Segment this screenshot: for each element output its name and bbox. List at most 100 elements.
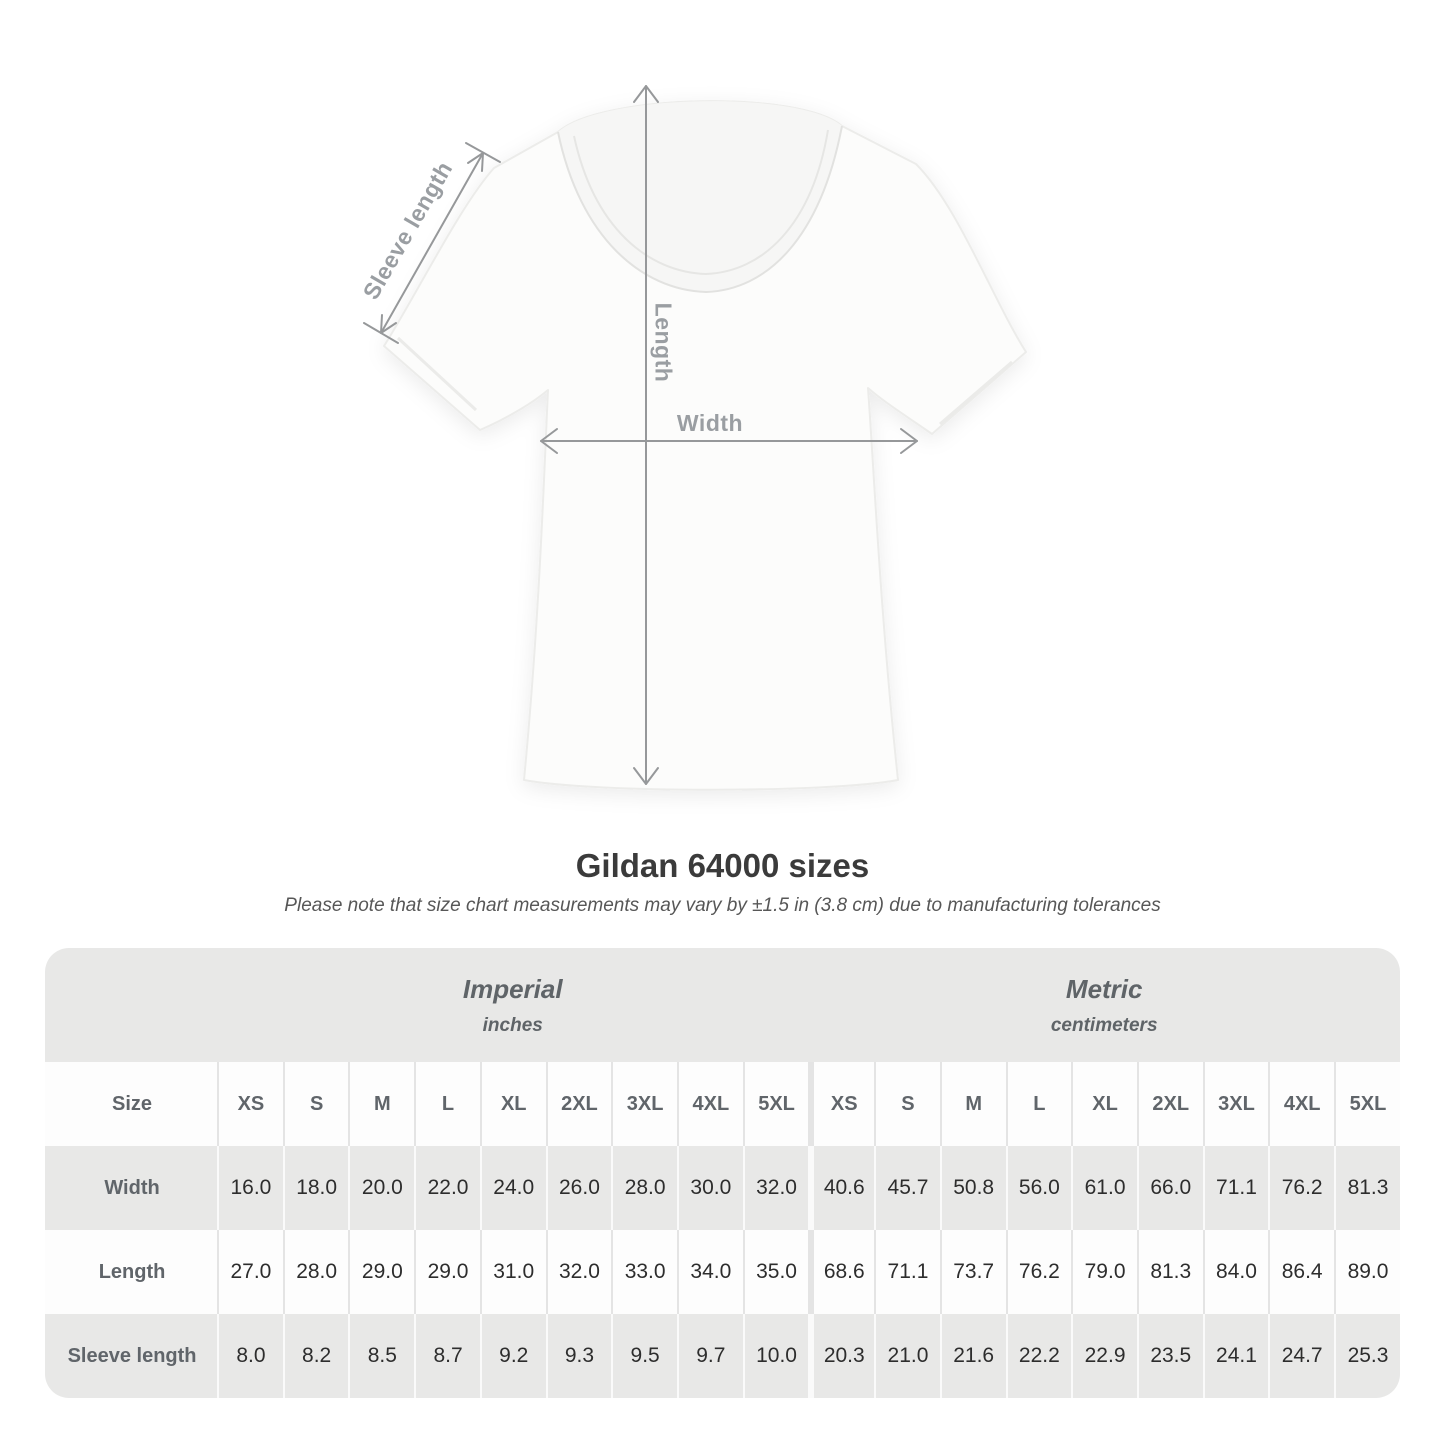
row-label: Width	[104, 1176, 160, 1199]
value-cell: 20.0	[348, 1146, 414, 1230]
size-col-metric-5xl: 5XL	[1334, 1062, 1400, 1146]
value-cell: 16.0	[217, 1146, 283, 1230]
value-cell: 32.0	[545, 1230, 612, 1314]
value-cell: 22.2	[1005, 1314, 1072, 1398]
length-label: Length	[650, 302, 677, 383]
value-cell: 24.7	[1268, 1314, 1334, 1398]
value-cell: 9.2	[479, 1314, 546, 1398]
tshirt-measurement-diagram: Sleeve length Length Width	[358, 85, 1027, 791]
value-cell: 27.0	[217, 1230, 283, 1314]
table-row: Width 16.0 18.0 20.0 22.0 24.0 26.0 28.0 30.0 32.…	[45, 1146, 1400, 1230]
units-row: Imperial inches Metric centimeters	[45, 948, 1400, 1062]
value-cell: 10.0	[742, 1314, 809, 1398]
width-arrow	[540, 428, 918, 454]
value-cell: 18.0	[282, 1146, 349, 1230]
value-cell: 86.4	[1268, 1230, 1334, 1314]
table-row: Sleeve length 8.0 8.2 8.5 8.7 9.2 9.3 9.5 9.7 10.…	[45, 1314, 1400, 1398]
size-col-metric-3xl: 3XL	[1202, 1062, 1269, 1146]
tolerance-note: Please note that size chart measurements…	[284, 895, 1161, 916]
value-cell: 76.2	[1268, 1146, 1334, 1230]
units-row-blank	[45, 948, 218, 1062]
size-col-imperial-5xl: 5XL	[742, 1062, 809, 1146]
tshirt-shape	[383, 100, 1027, 791]
value-cell: 26.0	[545, 1146, 612, 1230]
size-table-card: Imperial inches Metric centimeters Size …	[45, 948, 1400, 1398]
value-cell: 21.6	[939, 1314, 1006, 1398]
value-cell: 9.5	[611, 1314, 677, 1398]
value-cell: 23.5	[1136, 1314, 1203, 1398]
sizes-header-row: Size XS S M L XL 2XL 3XL 4XL 5XL XS S M L XL 2XL 3XL 4XL…	[45, 1062, 1400, 1146]
value-cell: 8.7	[414, 1314, 480, 1398]
value-cell: 50.8	[939, 1146, 1006, 1230]
value-cell: 22.0	[414, 1146, 480, 1230]
value-cell: 25.3	[1334, 1314, 1400, 1398]
value-cell: 76.2	[1005, 1230, 1072, 1314]
value-cell: 81.3	[1136, 1230, 1203, 1314]
value-cell: 81.3	[1334, 1146, 1400, 1230]
width-label: Width	[676, 410, 744, 436]
row-label: Sleeve length	[67, 1344, 197, 1367]
value-cell: 45.7	[874, 1146, 940, 1230]
size-col-imperial-3xl: 3XL	[611, 1062, 677, 1146]
value-cell: 73.7	[939, 1230, 1006, 1314]
tshirt-illustration	[363, 85, 1027, 791]
value-cell: 28.0	[611, 1146, 677, 1230]
size-col-metric-m: M	[939, 1062, 1006, 1146]
value-cell: 61.0	[1071, 1146, 1137, 1230]
size-col-metric-2xl: 2XL	[1136, 1062, 1203, 1146]
value-cell: 79.0	[1071, 1230, 1137, 1314]
value-cell: 89.0	[1334, 1230, 1400, 1314]
size-col-metric-s: S	[874, 1062, 940, 1146]
value-cell: 40.6	[808, 1146, 874, 1230]
sleeve-length-arrow	[363, 142, 501, 344]
value-cell: 24.0	[479, 1146, 546, 1230]
imperial-group-header: Imperial inches	[217, 948, 809, 1062]
size-col-imperial-4xl: 4XL	[677, 1062, 743, 1146]
value-cell: 8.2	[282, 1314, 349, 1398]
value-cell: 33.0	[611, 1230, 677, 1314]
value-cell: 8.0	[217, 1314, 283, 1398]
size-col-imperial-2xl: 2XL	[545, 1062, 612, 1146]
value-cell: 68.6	[808, 1230, 874, 1314]
size-col-imperial-s: S	[282, 1062, 349, 1146]
sleeve-seams	[396, 336, 1013, 426]
value-cell: 8.5	[348, 1314, 414, 1398]
size-header: Size	[45, 1062, 218, 1146]
value-cell: 29.0	[348, 1230, 414, 1314]
imperial-label: Imperial	[462, 973, 563, 1004]
size-col-metric-xl: XL	[1071, 1062, 1137, 1146]
value-cell: 21.0	[874, 1314, 940, 1398]
value-cell: 30.0	[677, 1146, 743, 1230]
size-col-imperial-m: M	[348, 1062, 415, 1146]
value-cell: 29.0	[414, 1230, 480, 1314]
table-row: Length 27.0 28.0 29.0 29.0 31.0 32.0 33.0 34.0 35…	[45, 1230, 1400, 1314]
value-cell: 71.1	[874, 1230, 940, 1314]
value-cell: 35.0	[742, 1230, 809, 1314]
size-col-metric-4xl: 4XL	[1268, 1062, 1335, 1146]
imperial-unit: inches	[482, 1014, 543, 1036]
value-cell: 20.3	[808, 1314, 874, 1398]
size-col-imperial-xl: XL	[479, 1062, 546, 1146]
value-cell: 31.0	[479, 1230, 546, 1314]
value-cell: 32.0	[742, 1146, 809, 1230]
size-col-imperial-l: L	[414, 1062, 480, 1146]
value-cell: 71.1	[1202, 1146, 1269, 1230]
value-cell: 56.0	[1005, 1146, 1072, 1230]
row-label: Length	[98, 1260, 166, 1283]
size-col-metric-l: L	[1005, 1062, 1072, 1146]
value-cell: 66.0	[1136, 1146, 1203, 1230]
size-col-metric-xs: XS	[808, 1062, 875, 1146]
value-cell: 9.3	[545, 1314, 612, 1398]
value-cell: 34.0	[677, 1230, 743, 1314]
value-cell: 24.1	[1202, 1314, 1269, 1398]
size-col-imperial-xs: XS	[217, 1062, 283, 1146]
page-title: Gildan 64000 sizes	[575, 847, 870, 884]
metric-unit: centimeters	[1050, 1014, 1158, 1036]
metric-label: Metric	[1065, 973, 1143, 1004]
value-cell: 84.0	[1202, 1230, 1269, 1314]
size-table: Imperial inches Metric centimeters Size …	[45, 948, 1400, 1398]
collar	[557, 101, 843, 294]
value-cell: 22.9	[1071, 1314, 1137, 1398]
value-cell: 9.7	[677, 1314, 743, 1398]
length-arrow	[633, 85, 659, 785]
